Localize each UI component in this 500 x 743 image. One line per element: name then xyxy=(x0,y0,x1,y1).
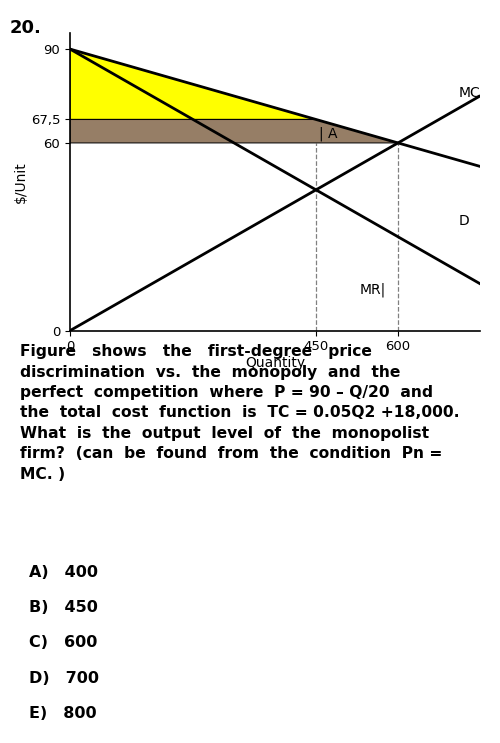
Text: Figure   shows   the   first-degree   price
discrimination  vs.  the  monopoly  : Figure shows the first-degree price disc… xyxy=(20,344,459,481)
Text: MC: MC xyxy=(458,86,480,100)
Polygon shape xyxy=(70,49,316,120)
Text: MR|: MR| xyxy=(360,283,386,297)
X-axis label: Quantity: Quantity xyxy=(245,356,305,370)
Polygon shape xyxy=(70,120,398,143)
Text: E) 800: E) 800 xyxy=(29,706,97,721)
Text: D: D xyxy=(458,214,469,228)
Text: 20.: 20. xyxy=(10,19,42,36)
Text: B) 450: B) 450 xyxy=(29,600,98,615)
Text: | A: | A xyxy=(318,126,337,140)
Y-axis label: $/Unit: $/Unit xyxy=(14,161,28,203)
Text: D) 700: D) 700 xyxy=(29,670,99,686)
Text: A) 400: A) 400 xyxy=(29,565,98,580)
Text: C) 600: C) 600 xyxy=(29,635,98,650)
